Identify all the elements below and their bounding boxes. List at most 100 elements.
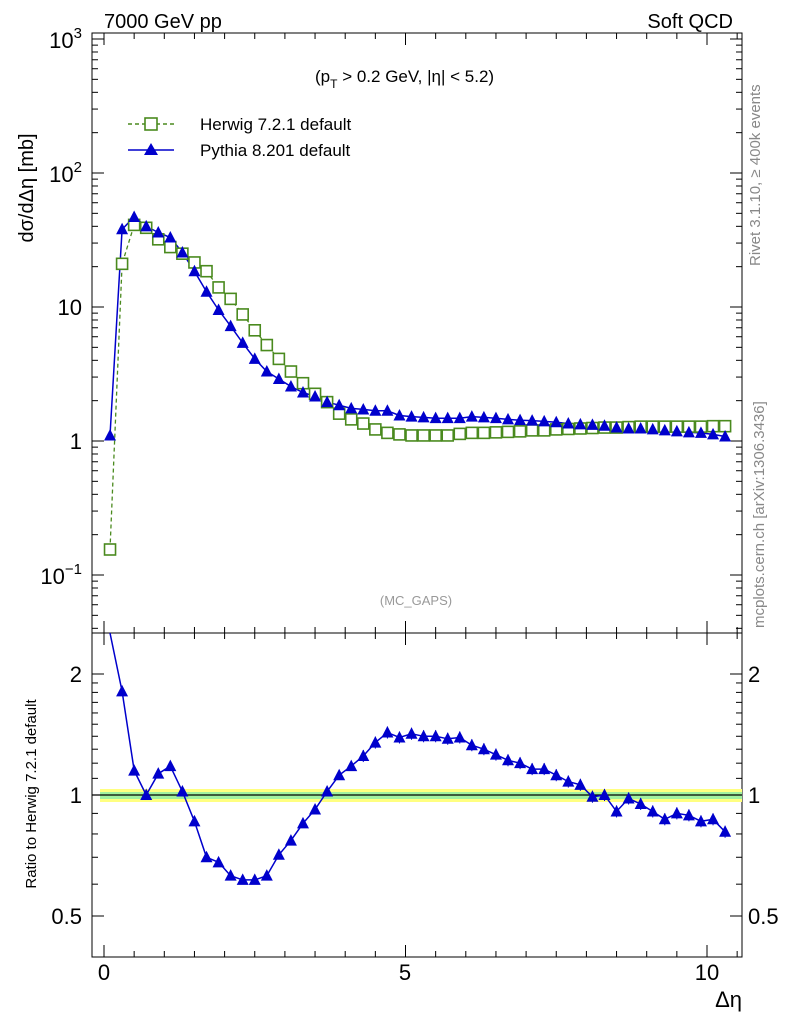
- pythia-point: [236, 336, 249, 348]
- pythia-point: [646, 422, 659, 435]
- pythia-point: [658, 423, 671, 436]
- pythia-point: [526, 414, 539, 426]
- pythia-point: [116, 222, 129, 235]
- ratio-point: [381, 726, 394, 738]
- pythia-point: [682, 425, 695, 438]
- ratio-point: [441, 732, 454, 744]
- pythia-point: [694, 426, 707, 438]
- ratio-point: [586, 790, 599, 802]
- ratio-series-line: [109, 632, 726, 881]
- herwig-point: [356, 417, 370, 430]
- rtick-0.5-left: 0.5: [51, 904, 82, 929]
- main-y-tick-labels: 103 102 10 1 10−1: [40, 25, 82, 589]
- ratio-point: [296, 816, 309, 829]
- pythia-point: [477, 410, 490, 423]
- ratio-y-axis-label: Ratio to Herwig 7.2.1 default: [23, 699, 40, 889]
- pythia-point: [176, 246, 189, 258]
- pythia-point: [345, 401, 358, 414]
- ratio-point: [417, 729, 430, 742]
- herwig-point: [393, 428, 406, 441]
- rtick-1-left: 1: [70, 783, 82, 808]
- ratio-point: [164, 759, 177, 772]
- cuts-annotation: (pT > 0.2 GeV, |η| < 5.2): [315, 67, 494, 91]
- pythia-point: [164, 231, 177, 243]
- ratio-point: [345, 759, 358, 772]
- ratio-point: [538, 762, 551, 775]
- pythia-point: [586, 418, 599, 430]
- ratio-point: [321, 785, 334, 797]
- pythia-point: [393, 408, 406, 421]
- ratio-data: [92, 632, 742, 885]
- x-axis-label: Δη: [715, 987, 742, 1012]
- ratio-point: [465, 738, 478, 751]
- main-axis-ticks: [92, 33, 742, 633]
- herwig-point: [248, 324, 262, 337]
- herwig-point: [115, 257, 129, 271]
- pythia-point: [622, 421, 635, 434]
- herwig-point: [453, 427, 467, 441]
- ratio-point: [284, 834, 297, 846]
- pythia-point: [598, 419, 611, 431]
- pythia-point: [284, 380, 297, 392]
- ratio-point: [248, 873, 261, 885]
- pythia-point: [224, 319, 237, 332]
- ytick-0.1: 10−1: [40, 561, 82, 589]
- ytick-100: 102: [49, 159, 82, 187]
- herwig-point: [236, 308, 249, 321]
- rtick-0.5-right: 0.5: [748, 904, 779, 929]
- ratio-point: [200, 850, 213, 863]
- ratio-point: [224, 869, 237, 881]
- pythia-point: [296, 386, 309, 398]
- mcplots-label: mcplots.cern.ch [arXiv:1306.3436]: [751, 401, 768, 628]
- ratio-point: [694, 814, 707, 827]
- ratio-point: [188, 814, 201, 827]
- ratio-point: [357, 749, 370, 762]
- ratio-point: [477, 742, 490, 755]
- pythia-point: [104, 428, 117, 441]
- x-tick-labels: 0 5 10: [98, 960, 719, 985]
- herwig-point: [381, 426, 394, 440]
- legend-herwig-marker: [144, 117, 158, 131]
- herwig-point: [477, 426, 491, 440]
- ratio-point: [128, 764, 141, 776]
- ytick-10: 10: [58, 295, 82, 320]
- pythia-point: [719, 430, 732, 442]
- herwig-point: [200, 264, 213, 278]
- rtick-2-left: 2: [70, 662, 82, 687]
- legend-herwig-label: Herwig 7.2.1 default: [200, 115, 351, 134]
- pythia-point: [429, 411, 442, 424]
- ratio-y-tick-labels: 2 1 0.5 2 1 0.5: [51, 662, 778, 929]
- rtick-2-right: 2: [748, 662, 760, 687]
- pythia-point: [574, 417, 587, 430]
- xtick-5: 5: [399, 960, 411, 985]
- ratio-point: [152, 767, 165, 779]
- pythia-point: [369, 404, 382, 416]
- xtick-10: 10: [695, 960, 719, 985]
- y-axis-label: dσ/dΔη [mb]: [16, 133, 38, 242]
- herwig-point: [465, 426, 479, 440]
- pythia-point: [321, 395, 334, 408]
- herwig-point: [537, 424, 551, 437]
- ratio-point: [429, 729, 442, 742]
- pythia-point: [634, 421, 647, 434]
- header-right: Soft QCD: [647, 11, 733, 33]
- ratio-point: [514, 756, 527, 769]
- herwig-point: [103, 543, 117, 556]
- pythia-point: [152, 225, 165, 238]
- herwig-point: [260, 338, 274, 352]
- herwig-point: [272, 352, 286, 366]
- ratio-point: [116, 684, 129, 697]
- pythia-point: [514, 413, 527, 426]
- herwig-point: [164, 240, 177, 254]
- herwig-point: [284, 365, 298, 378]
- rivet-label: Rivet 3.1.10, ≥ 400k events: [747, 84, 764, 266]
- ratio-point: [140, 788, 153, 800]
- pythia-point: [417, 410, 430, 423]
- pythia-point: [489, 411, 502, 424]
- ratio-point: [634, 797, 647, 809]
- pythia-point: [248, 352, 261, 364]
- ytick-1000: 103: [49, 25, 82, 53]
- ratio-point: [719, 825, 732, 837]
- ratio-point: [489, 748, 502, 760]
